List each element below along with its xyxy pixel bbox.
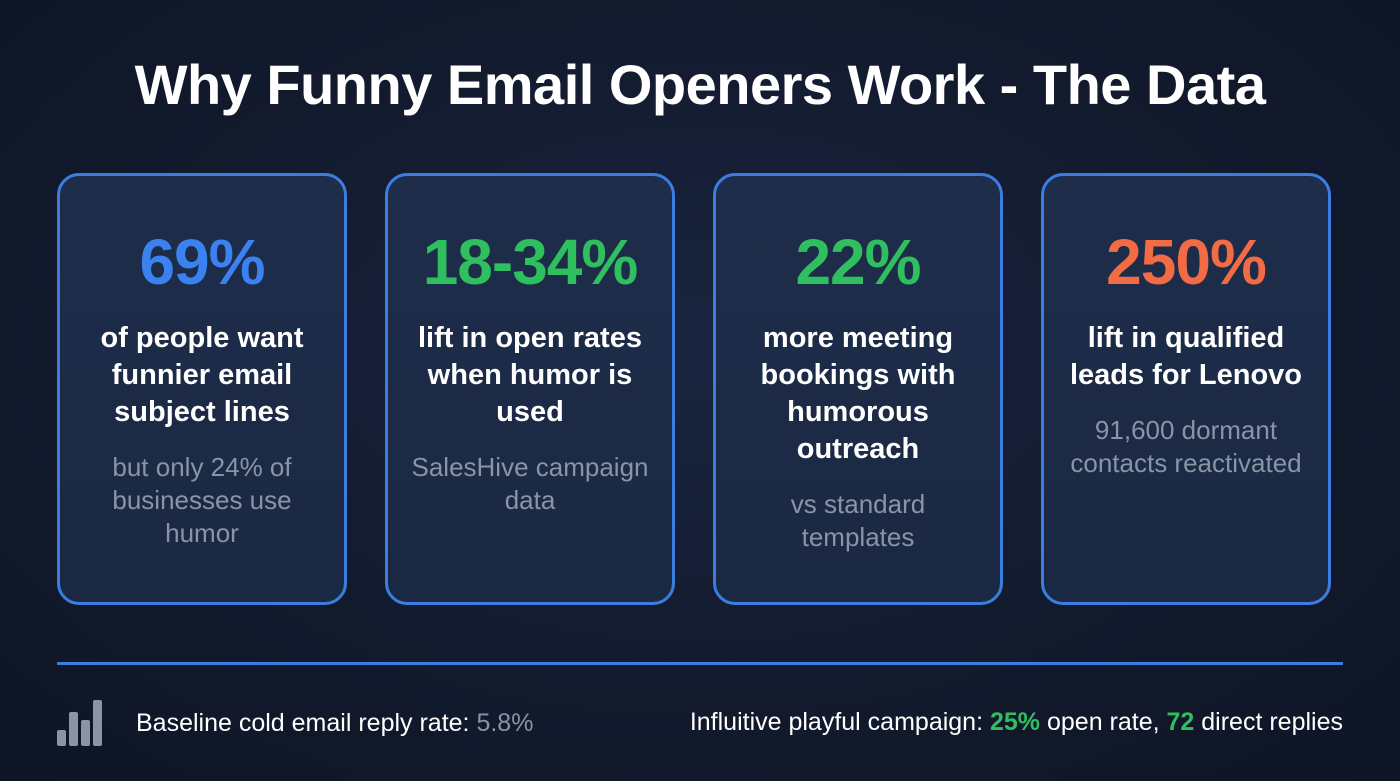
stat-description: lift in open rates when humor is used [418,322,642,428]
stat-value: 22% [795,226,921,298]
campaign-stat: Influitive playful campaign: 25% open ra… [690,708,1343,737]
stat-note: but only 24% of businesses use humor [112,452,292,548]
stat-value: 250% [1106,226,1267,298]
stat-card-lenovo-leads: 250% lift in qualified leads for Lenovo … [1041,173,1331,605]
stat-description: lift in qualified leads for Lenovo [1069,322,1303,391]
stat-note: vs standard templates [790,489,926,552]
baseline-value: 5.8% [476,708,534,737]
stat-value: 69% [139,226,265,298]
stat-card-humor-demand: 69% of people want funnier email subject… [57,173,347,605]
baseline-stat: Baseline cold email reply rate: 5.8% [57,700,533,746]
campaign-replies-label: direct replies [1194,708,1343,736]
campaign-replies-value: 72 [1166,708,1195,736]
stat-description: of people want funnier email subject lin… [100,322,304,428]
stat-note: 91,600 dormant contacts reactivated [1070,415,1302,478]
campaign-open-value: 25% [989,708,1041,736]
stat-description: more meeting bookings with humorous outr… [760,322,956,465]
page-title: Why Funny Email Openers Work - The Data [134,53,1266,116]
stat-value: 18-34% [422,226,639,298]
stat-note: SalesHive campaign data [411,452,649,515]
stat-card-meeting-bookings: 22% more meeting bookings with humorous … [713,173,1003,605]
bar-chart-icon [57,700,102,746]
divider [57,662,1343,665]
stat-card-open-rate-lift: 18-34% lift in open rates when humor is … [385,173,675,605]
campaign-open-label: open rate, [1040,708,1167,736]
baseline-label: Baseline cold email reply rate: [136,708,477,737]
campaign-label: Influitive playful campaign: [689,708,990,736]
stat-cards: 69% of people want funnier email subject… [57,173,1331,605]
